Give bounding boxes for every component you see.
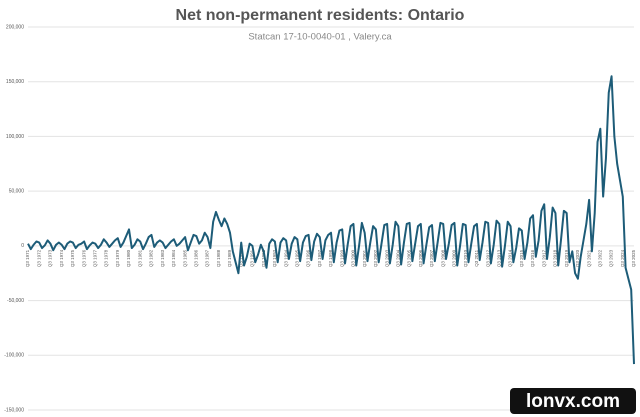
x-axis: Q3 1971 Q3 1972 Q3 1973 Q3 1974 Q3 1975 Q3 19… <box>25 249 636 267</box>
x-tick-label: Q3 1993 <box>272 249 277 267</box>
x-tick-label: Q3 2019 <box>564 249 569 267</box>
x-tick-label: Q3 2022 <box>598 249 603 267</box>
x-tick-label: Q3 2009 <box>452 249 457 267</box>
x-tick-label: Q3 2020 <box>575 249 580 267</box>
x-tick-label: Q3 2024 <box>620 249 625 267</box>
x-tick-label: Q3 1977 <box>93 249 98 267</box>
y-tick-label: 100,000 <box>6 134 24 140</box>
x-tick-label: Q3 1972 <box>36 249 41 267</box>
x-tick-label: Q3 2008 <box>440 249 445 267</box>
x-tick-label: Q3 1984 <box>171 249 176 267</box>
x-tick-label: Q3 2018 <box>553 249 558 267</box>
y-tick-label: -100,000 <box>4 353 24 359</box>
x-tick-label: Q3 2006 <box>418 249 423 267</box>
chart-title: Net non-permanent residents: Ontario <box>176 7 465 24</box>
x-tick-label: Q3 2003 <box>384 249 389 267</box>
x-tick-label: Q3 2000 <box>351 249 356 267</box>
x-tick-label: Q3 1988 <box>216 249 221 267</box>
watermark-box <box>510 388 636 414</box>
x-tick-label: Q3 2014 <box>508 249 513 267</box>
x-tick-label: Q3 1982 <box>149 249 154 267</box>
x-tick-label: Q3 1985 <box>182 249 187 267</box>
x-tick-label: Q3 1994 <box>283 249 288 267</box>
x-tick-label: Q3 2005 <box>407 249 412 267</box>
x-tick-label: Q3 1981 <box>137 249 142 267</box>
x-tick-label: Q3 2011 <box>474 249 479 266</box>
x-tick-label: Q3 1987 <box>205 249 210 267</box>
x-tick-label: Q3 2007 <box>429 249 434 267</box>
x-tick-label: Q3 1997 <box>317 249 322 267</box>
x-tick-label: Q3 2021 <box>586 249 591 267</box>
x-tick-label: Q3 1976 <box>81 249 86 267</box>
chart-subtitle: Statcan 17-10-0040-01 , Valery.ca <box>248 32 392 43</box>
x-tick-label: Q3 1990 <box>238 249 243 267</box>
y-tick-label: 50,000 <box>9 188 25 194</box>
x-tick-label: Q3 1974 <box>59 249 64 267</box>
x-tick-label: Q3 1995 <box>295 249 300 267</box>
x-tick-label: Q3 1971 <box>25 249 30 267</box>
plot <box>27 75 635 365</box>
x-tick-label: Q3 2004 <box>396 249 401 267</box>
x-tick-label: Q3 2002 <box>373 249 378 267</box>
grid: -150,000 -100,000 -50,000 0 50,000 100,000 150… <box>4 24 634 413</box>
y-tick-label: 150,000 <box>6 79 24 85</box>
x-tick-label: Q3 2013 <box>497 249 502 267</box>
x-tick-label: Q3 2023 <box>609 249 614 267</box>
y-tick-label: 200,000 <box>6 24 24 30</box>
x-tick-label: Q3 1998 <box>328 249 333 267</box>
x-tick-label: Q3 2017 <box>541 249 546 267</box>
x-tick-label: Q3 2025 <box>631 249 636 267</box>
watermark: lonvx.com <box>526 391 620 412</box>
x-tick-label: Q3 2012 <box>485 249 490 267</box>
x-tick-label: Q3 1986 <box>194 249 199 267</box>
x-tick-label: Q3 1975 <box>70 249 75 267</box>
x-tick-label: Q3 2001 <box>362 249 367 267</box>
x-tick-label: Q3 2016 <box>530 249 535 267</box>
x-tick-label: Q3 1973 <box>48 249 53 267</box>
x-tick-label: Q3 1991 <box>250 249 255 267</box>
data-line <box>27 75 635 365</box>
x-tick-label: Q3 1979 <box>115 249 120 267</box>
x-tick-label: Q3 1989 <box>227 249 232 267</box>
x-tick-label: Q3 1978 <box>104 249 109 267</box>
x-tick-label: Q3 1983 <box>160 249 165 267</box>
x-tick-label: Q3 1999 <box>339 249 344 267</box>
x-tick-label: Q3 2015 <box>519 249 524 267</box>
x-tick-label: Q3 1996 <box>306 249 311 267</box>
y-tick-label: -150,000 <box>4 407 24 413</box>
y-tick-label: -50,000 <box>7 298 24 304</box>
x-tick-label: Q3 2010 <box>463 249 468 267</box>
x-tick-label: Q3 1980 <box>126 249 131 267</box>
y-tick-label: 0 <box>21 243 24 249</box>
x-tick-label: Q3 1992 <box>261 249 266 267</box>
